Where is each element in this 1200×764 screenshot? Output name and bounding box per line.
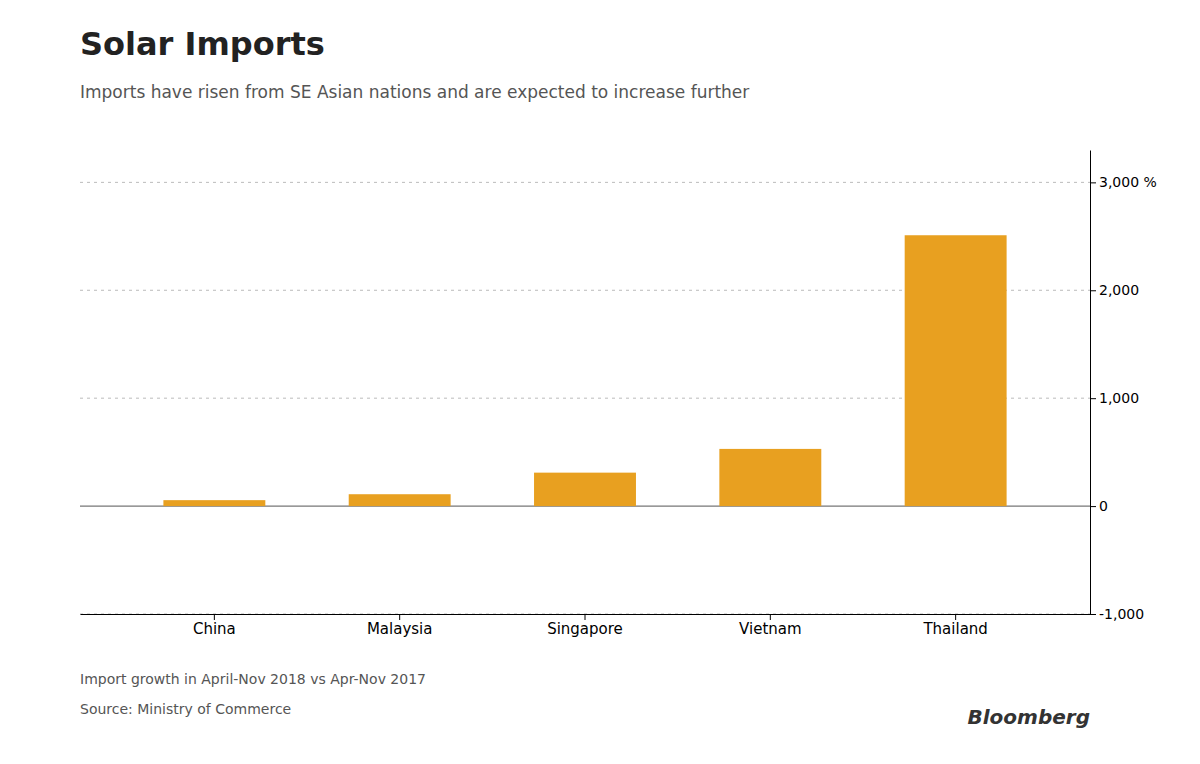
y-tick: 0: [1090, 498, 1108, 514]
y-tick-mark: [1090, 182, 1096, 183]
bar: [163, 500, 265, 506]
y-tick-mark: [1090, 290, 1096, 291]
x-tick: Singapore: [547, 614, 623, 638]
y-tick-label: 1,000: [1099, 390, 1139, 406]
x-tick-label: Thailand: [922, 620, 987, 638]
y-tick: 2,000: [1090, 282, 1139, 298]
x-tick: Malaysia: [367, 614, 433, 638]
chart: Solar Imports Imports have risen from SE …: [0, 0, 1200, 764]
x-tick-label: Singapore: [547, 620, 623, 638]
y-tick-mark: [1090, 614, 1096, 615]
y-axis-line: [1090, 151, 1091, 615]
title: Solar Imports: [80, 25, 325, 63]
x-tick: China: [193, 614, 236, 638]
x-tick-label: China: [193, 620, 236, 638]
y-tick-mark: [1090, 506, 1096, 507]
footnote: Source: Ministry of Commerce: [80, 701, 291, 717]
bar: [719, 449, 821, 506]
annotations: Import growth in April-Nov 2018 vs Apr-N…: [80, 671, 1090, 729]
x-tick-label: Vietnam: [739, 620, 802, 638]
y-tick-label: -1,000: [1099, 606, 1144, 622]
x-tick-label: Malaysia: [367, 620, 433, 638]
y-tick: 3,000 %: [1090, 174, 1157, 190]
x-tick: Thailand: [922, 614, 987, 638]
y-tick: -1,000: [1090, 606, 1144, 622]
bars: [163, 235, 1006, 506]
bar: [349, 494, 451, 506]
y-tick-label: 2,000: [1099, 282, 1139, 298]
y-tick-label: 0: [1099, 498, 1108, 514]
x-axis: China Malaysia Singapore Vietnam Thailand: [81, 614, 1091, 638]
grid: [80, 182, 1090, 614]
subtitle: Imports have risen from SE Asian nations…: [80, 82, 749, 102]
y-tick-label: 3,000 %: [1099, 174, 1157, 190]
bar: [905, 235, 1007, 506]
bar: [534, 473, 636, 506]
y-axis: -1,000 0 1,000 2,000 3,000 %: [1090, 151, 1157, 622]
plot: -1,000 0 1,000 2,000 3,000 % China Malaysia Sin…: [80, 151, 1157, 638]
y-tick: 1,000: [1090, 390, 1139, 406]
branding: Bloomberg: [968, 705, 1090, 729]
footnote: Import growth in April-Nov 2018 vs Apr-N…: [80, 671, 426, 687]
x-tick: Vietnam: [739, 614, 802, 638]
grid-line: [80, 182, 1090, 183]
y-tick-mark: [1090, 398, 1096, 399]
